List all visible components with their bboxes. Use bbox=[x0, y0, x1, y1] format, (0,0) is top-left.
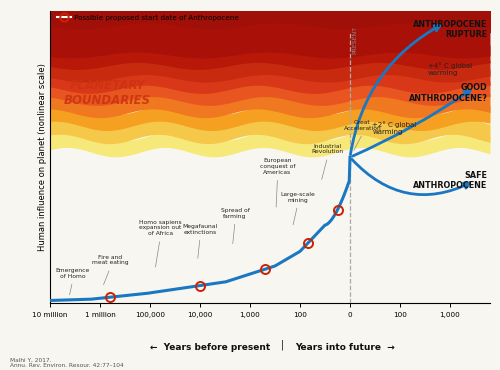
Text: Malhi Y, 2017.
Annu. Rev. Environ. Resour. 42:77–104: Malhi Y, 2017. Annu. Rev. Environ. Resou… bbox=[10, 357, 124, 368]
Text: Great
Acceleration: Great Acceleration bbox=[344, 120, 382, 131]
Text: European
conquest of
Americas: European conquest of Americas bbox=[260, 158, 295, 175]
Text: Fire and
meat eating: Fire and meat eating bbox=[92, 255, 128, 265]
Text: PLANETARY
BOUNDARIES: PLANETARY BOUNDARIES bbox=[64, 79, 151, 107]
Text: ←  Years before present: ← Years before present bbox=[150, 343, 270, 352]
Legend: Possible proposed start date of Anthropocene: Possible proposed start date of Anthropo… bbox=[54, 12, 242, 24]
Text: ANTHROPOCENE
RUPTURE: ANTHROPOCENE RUPTURE bbox=[413, 20, 488, 39]
Text: Spread of
farming: Spread of farming bbox=[220, 208, 250, 219]
Y-axis label: Human influence on planet (nonlinear scale): Human influence on planet (nonlinear sca… bbox=[38, 63, 47, 251]
Text: PRESENT: PRESENT bbox=[352, 26, 358, 54]
Text: +4° C global
warming: +4° C global warming bbox=[428, 63, 472, 77]
Text: SAFE
ANTHROPOCENE: SAFE ANTHROPOCENE bbox=[413, 171, 488, 190]
Text: Large-scale
mining: Large-scale mining bbox=[280, 192, 315, 202]
Text: Megafaunal
extinctions: Megafaunal extinctions bbox=[182, 224, 218, 235]
Text: +2° C global
warming: +2° C global warming bbox=[372, 121, 417, 135]
Text: Years into future  →: Years into future → bbox=[295, 343, 395, 352]
Text: GOOD
ANTHROPOCENE?: GOOD ANTHROPOCENE? bbox=[408, 83, 488, 102]
Text: Emergence
of Homo: Emergence of Homo bbox=[56, 268, 90, 279]
Text: |: | bbox=[281, 339, 284, 350]
Text: Homo sapiens
expansion out
of Africa: Homo sapiens expansion out of Africa bbox=[138, 219, 182, 236]
Text: Industrial
Revolution: Industrial Revolution bbox=[312, 144, 344, 154]
